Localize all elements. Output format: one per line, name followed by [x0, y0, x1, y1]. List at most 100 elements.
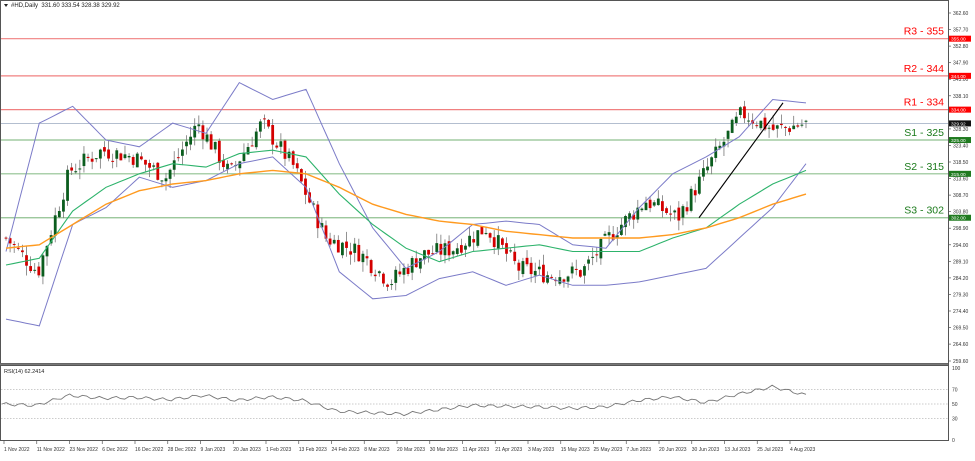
candle: [562, 279, 566, 282]
candle: [49, 235, 53, 244]
level-label-r3: R3 - 355: [904, 26, 944, 38]
candle: [767, 127, 771, 129]
candle: [12, 244, 16, 246]
candle: [279, 141, 283, 147]
candle: [336, 239, 340, 253]
price-axis-label: 318.50: [953, 160, 969, 166]
date-axis-label: 1 Nov 2022: [4, 447, 30, 453]
candle: [730, 119, 734, 133]
candle: [640, 208, 644, 211]
bollinger-upper-line: [5, 81, 807, 270]
candle: [501, 238, 504, 245]
candle: [447, 241, 451, 256]
candle: [488, 233, 492, 238]
candle: [513, 251, 517, 262]
candle: [176, 157, 180, 159]
level-price-tag-text: 302.00: [951, 216, 966, 222]
candle: [312, 203, 316, 205]
candle: [33, 269, 37, 271]
candle: [455, 248, 459, 254]
candle: [726, 130, 730, 139]
dropdown-triangle-icon[interactable]: [4, 3, 8, 7]
level-price-tag: [949, 214, 971, 221]
rsi-line: [1, 384, 807, 417]
symbol-label: #HD,Daily: [11, 3, 39, 9]
candle: [521, 261, 525, 275]
date-axis-label: 30 Mar 2023: [430, 447, 458, 453]
candle: [213, 141, 217, 150]
candle: [476, 230, 480, 246]
date-axis-label: 6 Dec 2022: [102, 447, 128, 453]
candle: [792, 125, 796, 130]
candle: [652, 202, 656, 206]
candle: [324, 225, 328, 239]
level-price-tag-text: 315.00: [951, 172, 966, 178]
candle: [172, 160, 176, 170]
price-axis-label: 303.80: [953, 210, 969, 216]
candle: [168, 169, 172, 179]
candle: [357, 244, 361, 262]
candle: [755, 125, 759, 127]
candle: [78, 168, 82, 170]
candle: [492, 237, 496, 248]
candle: [685, 207, 689, 212]
candle: [193, 125, 197, 138]
candle: [242, 152, 246, 162]
level-price-tag-text: 355.00: [951, 37, 966, 43]
candle: [135, 153, 139, 168]
candle: [546, 275, 549, 283]
candle: [185, 141, 188, 147]
candle: [74, 171, 78, 173]
candle: [714, 146, 718, 158]
candle: [603, 233, 607, 236]
candle: [205, 134, 209, 142]
candle: [628, 213, 631, 220]
candle: [693, 190, 697, 196]
candle: [156, 162, 160, 180]
candle: [533, 270, 537, 276]
candle: [459, 245, 463, 253]
candle: [164, 178, 168, 182]
candle: [681, 206, 685, 218]
candle: [62, 199, 65, 212]
candle: [644, 202, 648, 211]
candle: [119, 153, 123, 161]
level-price-tag-text: 334.00: [951, 108, 966, 114]
candle: [550, 276, 554, 278]
level-label-r1: R1 - 334: [904, 97, 944, 109]
candle: [160, 180, 164, 182]
candle: [349, 251, 353, 255]
price-axis-label: 294.00: [953, 243, 969, 249]
candle: [734, 116, 738, 123]
level-price-tag: [949, 106, 971, 113]
candle: [345, 241, 348, 248]
candle: [103, 147, 106, 152]
candle: [53, 215, 57, 236]
rsi-label: RSI(14) 62.2414: [4, 369, 45, 375]
candle: [525, 257, 529, 265]
candle: [37, 266, 41, 276]
date-axis-label: 13 Jul 2023: [725, 447, 751, 453]
candle: [611, 234, 615, 240]
candle: [673, 210, 677, 213]
candle: [574, 268, 578, 270]
candle: [542, 264, 545, 283]
chart-header: #HD,Daily 331.60 333.54 328.38 329.92: [4, 3, 120, 9]
rsi-axis-label: 30: [952, 416, 958, 422]
date-axis-label: 25 May 2023: [594, 447, 623, 453]
trendline[interactable]: [698, 102, 784, 219]
candle: [328, 238, 332, 245]
candle: [427, 249, 430, 255]
candle: [152, 165, 156, 167]
candle: [4, 237, 8, 239]
bollinger-lower-line: [5, 156, 807, 327]
candle: [299, 169, 303, 182]
candle: [144, 159, 147, 165]
candle: [258, 121, 262, 132]
candle: [484, 232, 488, 234]
candle: [373, 274, 377, 277]
candle: [517, 262, 521, 271]
candle: [796, 125, 800, 127]
candle: [82, 153, 86, 167]
